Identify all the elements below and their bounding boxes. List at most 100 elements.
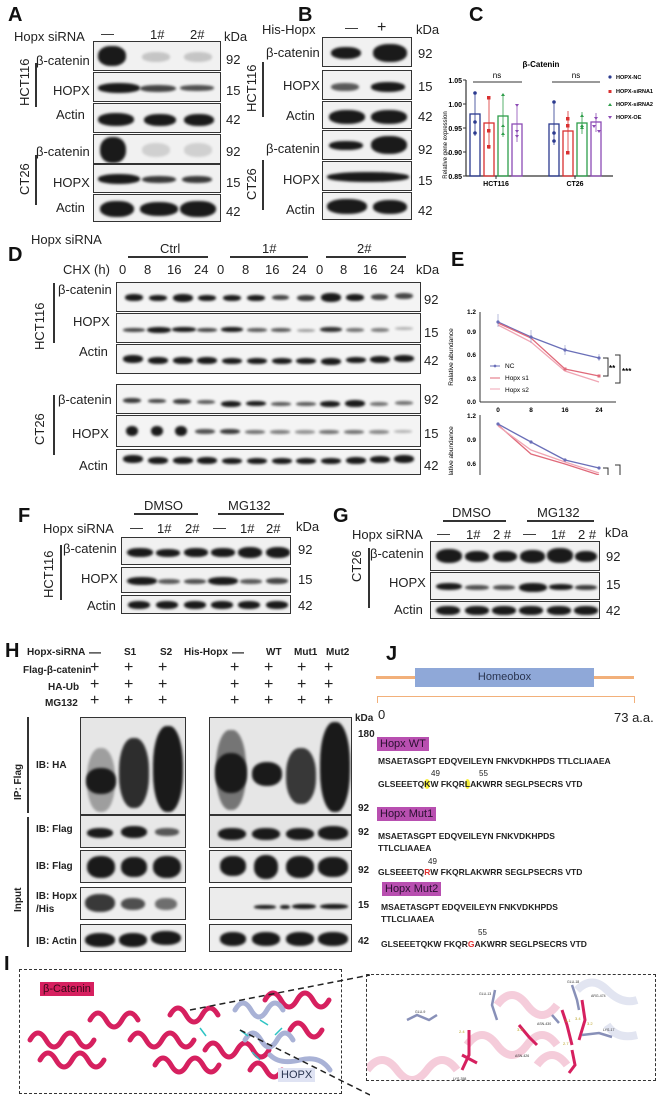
western-blot — [430, 541, 600, 571]
western-blot — [322, 37, 412, 67]
svg-text:LYS-17: LYS-17 — [603, 1028, 614, 1032]
panel-label-a: A — [8, 4, 23, 26]
western-blot — [322, 161, 412, 191]
treatment-label: Hopx siRNA — [14, 29, 85, 44]
line-chart-pair: Ralative abundance 0.0 0.3 0.6 0.9 1.2 0 8 16 2… — [448, 309, 632, 475]
svg-text:GLU-18: GLU-18 — [567, 980, 579, 984]
legend-item: NC — [505, 363, 515, 370]
protein-label: β-catenin — [266, 141, 320, 156]
panel-label-g: G — [333, 505, 349, 527]
western-blot — [80, 717, 186, 815]
kda-label: kDa — [296, 519, 320, 534]
sequence-tag: Hopx WT — [377, 737, 429, 751]
kda-value: 92 — [424, 292, 439, 307]
svg-text:ns: ns — [572, 71, 580, 80]
interface-detail: GLU-9 LYS-358 GLU-13 ASN-426 ASN-430 GLU… — [367, 978, 639, 1080]
svg-text:0.95: 0.95 — [448, 126, 462, 133]
protein-label: HOPX — [73, 314, 110, 329]
western-blot — [93, 194, 221, 222]
kda-value: 92 — [226, 144, 241, 159]
western-blot — [209, 887, 352, 920]
protein-label: Actin — [79, 458, 108, 473]
protein-label: Actin — [56, 107, 85, 122]
svg-text:0.90: 0.90 — [448, 150, 462, 157]
legend-item: HOPX-NC — [616, 75, 641, 81]
cell-line-label: CT26 — [349, 550, 364, 582]
western-blot — [93, 134, 221, 164]
treatment-label: Hopx siRNA — [31, 232, 102, 247]
lane-label: — — [345, 20, 358, 35]
western-blot — [322, 130, 412, 160]
legend-item: HOPX-siRNA2 — [616, 102, 653, 108]
protein-label: HOPX — [283, 78, 320, 93]
western-blot — [116, 344, 421, 374]
svg-text:**: ** — [609, 364, 616, 373]
svg-text:2.4: 2.4 — [459, 1029, 465, 1034]
e-bottom-continued — [440, 475, 661, 476]
western-blot — [430, 572, 600, 600]
svg-text:GLU-9: GLU-9 — [415, 1010, 425, 1014]
protein-label: Actin — [79, 344, 108, 359]
svg-text:0.9: 0.9 — [467, 329, 476, 336]
kda-value: 92 — [424, 392, 439, 407]
kda-value: 42 — [424, 458, 439, 473]
protein-label: β-catenin — [58, 282, 112, 297]
chart-title: β-Catenin — [523, 60, 560, 69]
y-axis-label: Relative gene expression — [443, 111, 449, 178]
lane-label: + — [377, 19, 387, 36]
svg-text:Ralative abundance: Ralative abundance — [448, 426, 455, 475]
group-label: 1# — [262, 241, 277, 256]
legend-item: Hopx s1 — [505, 375, 529, 382]
western-blot — [116, 449, 421, 475]
kda-value: 15 — [418, 79, 433, 94]
treatment-label: His-Hopx — [262, 22, 316, 37]
sequence-line: GLSEEETQKW FKQRLAKWRR SEGLPSECRS VTD — [378, 779, 583, 789]
structure-box — [19, 969, 342, 1094]
svg-text:LYS-358: LYS-358 — [453, 1077, 466, 1080]
panel-label-f: F — [18, 505, 31, 527]
legend-item: HOPX-OE — [616, 115, 642, 121]
kda-label: kDa — [416, 262, 440, 277]
western-blot — [80, 924, 186, 952]
svg-text:0.3: 0.3 — [467, 376, 476, 383]
western-blot — [80, 815, 186, 848]
svg-text:1.00: 1.00 — [448, 102, 462, 109]
western-blot — [116, 384, 421, 414]
svg-text:ARG-474: ARG-474 — [591, 994, 606, 998]
svg-text:HCT116: HCT116 — [483, 181, 509, 188]
svg-text:24: 24 — [595, 407, 603, 414]
sequence-line: GLSEEETQKW FKQRGAKWRR SEGLPSECRS VTD — [381, 939, 587, 949]
cell-line-label: HCT116 — [244, 64, 259, 112]
western-blot — [209, 924, 352, 952]
panel-label-c: C — [469, 4, 484, 26]
svg-text:0: 0 — [496, 407, 500, 414]
kda-value: 42 — [424, 353, 439, 368]
kda-value: 42 — [226, 112, 241, 127]
panel-label-i: I — [4, 953, 10, 975]
legend-item: Hopx s2 — [505, 387, 529, 394]
svg-text:ns: ns — [493, 71, 501, 80]
panel-label-e: E — [451, 249, 465, 271]
kda-value: 15 — [226, 175, 241, 190]
protein-label: HOPX — [53, 175, 90, 190]
svg-text:0.9: 0.9 — [467, 437, 476, 444]
cell-line-bracket — [35, 155, 37, 205]
protein-label: HOPX — [72, 426, 109, 441]
svg-text:***: *** — [622, 367, 632, 376]
svg-text:0.6: 0.6 — [467, 352, 476, 359]
legend-item: HOPX-siRNA1 — [616, 89, 653, 95]
cell-line-bracket — [35, 63, 37, 107]
protein-label: β-catenin — [58, 392, 112, 407]
kda-value: 15 — [424, 325, 439, 340]
panel-label-d: D — [8, 244, 23, 266]
western-blot — [121, 537, 291, 565]
kda-label: kDa — [224, 29, 248, 44]
treatment-label: Hopx siRNA — [43, 521, 114, 536]
western-blot — [121, 567, 291, 593]
protein-label: β-catenin — [266, 45, 320, 60]
group-label: 2# — [357, 241, 372, 256]
time-label: CHX (h) — [63, 262, 110, 277]
cell-line-bracket — [262, 62, 264, 117]
hopx-label: HOPX — [278, 1068, 316, 1082]
western-blot — [322, 101, 412, 129]
